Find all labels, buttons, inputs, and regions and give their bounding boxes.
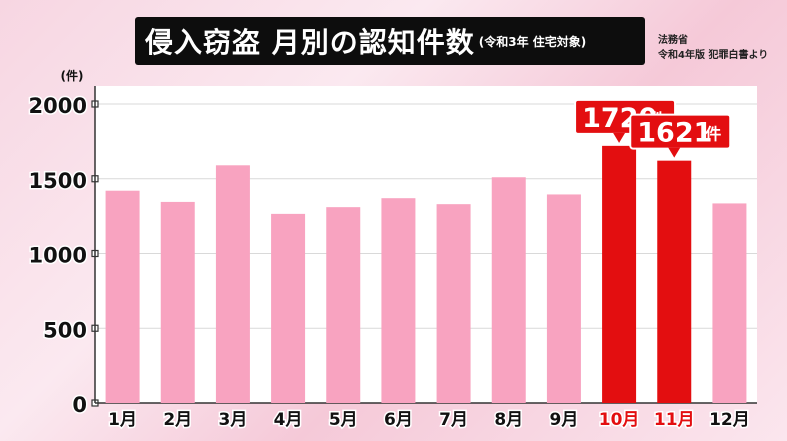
bar [271, 213, 306, 403]
x-tick-label: 4月 [274, 410, 303, 430]
x-tick-label: 2月 [163, 410, 192, 430]
x-tick-label: 12月 [709, 410, 750, 430]
source-line-1: 法務省 [658, 35, 688, 46]
x-tick-label: 11月 [654, 410, 695, 430]
x-tick-label: 6月 [384, 410, 413, 430]
x-tick-label: 8月 [494, 410, 523, 430]
bar [436, 204, 471, 403]
chart-title: 侵入窃盗 月別の認知件数 [145, 26, 475, 59]
callout-pointer [668, 147, 681, 158]
callout-value: 1621 [637, 118, 712, 149]
bar [215, 165, 250, 403]
source-note: 法務省 令和4年版 犯罪白書より [658, 33, 768, 63]
x-tick-label: 5月 [329, 410, 358, 430]
bar [491, 177, 526, 403]
source-line-2: 令和4年版 犯罪白書より [658, 50, 769, 61]
bar [657, 160, 692, 403]
y-tick-label: 500 [43, 318, 87, 342]
callout-unit: 件 [705, 125, 721, 144]
y-axis-label: (件) [61, 68, 84, 83]
bar [160, 201, 195, 403]
bar [712, 203, 747, 403]
chart-subtitle: (令和3年 住宅対象) [478, 34, 587, 49]
bar [546, 194, 581, 403]
y-tick-label: 0 [72, 393, 87, 417]
x-tick-label: 7月 [439, 410, 468, 430]
y-tick-label: 1500 [29, 169, 87, 193]
callout-pointer [613, 132, 626, 143]
y-tick-label: 2000 [29, 94, 87, 118]
bar [105, 190, 140, 403]
bar [381, 198, 416, 403]
callout-box [629, 113, 732, 150]
x-tick-label: 1月 [108, 410, 137, 430]
x-tick-label: 9月 [549, 410, 578, 430]
y-tick-label: 1000 [29, 244, 87, 268]
bar [602, 145, 637, 404]
x-tick-label: 10月 [599, 410, 640, 430]
x-tick-label: 3月 [218, 410, 247, 430]
bar [326, 207, 361, 403]
title-box: 侵入窃盗 月別の認知件数 (令和3年 住宅対象) [135, 17, 645, 65]
